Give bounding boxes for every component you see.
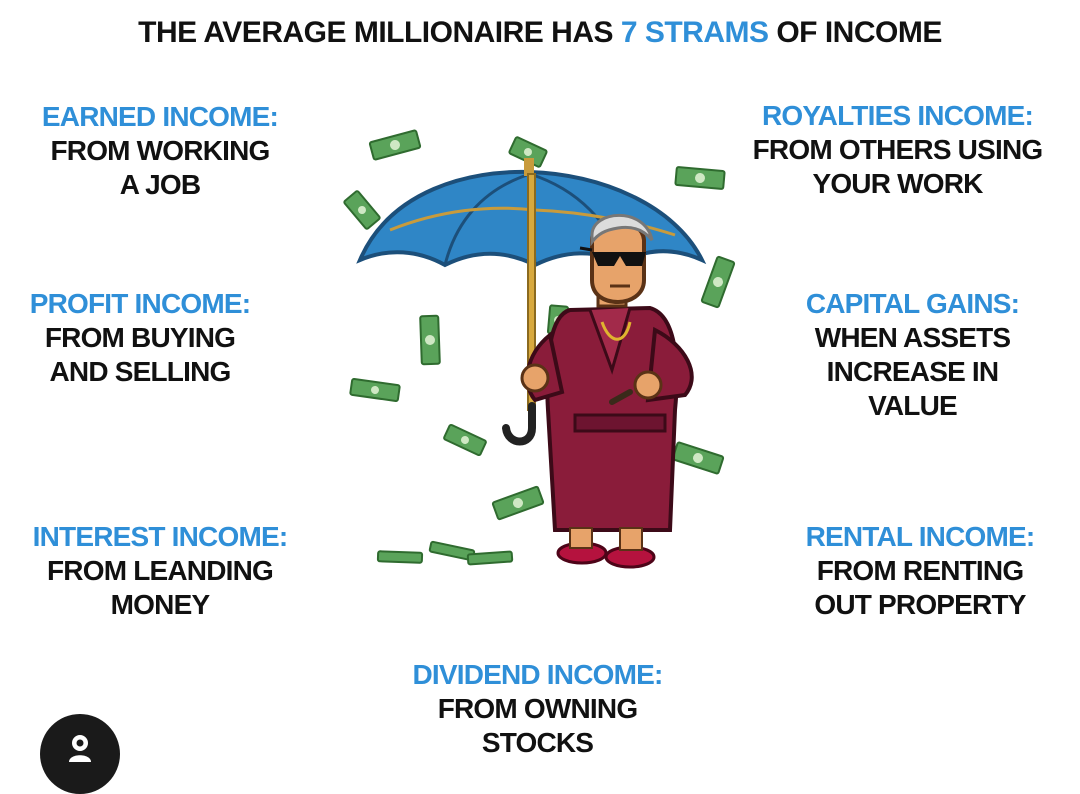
- stream-heading: ROYALTIES INCOME:: [761, 100, 1034, 131]
- stream-line: YOUR WORK: [812, 168, 983, 199]
- stream-line: FROM OTHERS USING: [752, 134, 1044, 165]
- stream-profit: PROFIT INCOME: FROM BUYING AND SELLING: [10, 287, 270, 389]
- stream-heading: CAPITAL GAINS:: [805, 288, 1020, 319]
- stream-interest: INTEREST INCOME: FROM LEANDING MONEY: [15, 520, 305, 622]
- stream-heading: RENTAL INCOME:: [805, 521, 1036, 552]
- stream-line: FROM WORKING: [50, 135, 270, 166]
- stream-line: FROM LEANDING: [46, 555, 274, 586]
- stream-line: MONEY: [110, 589, 210, 620]
- title-text-end: OF INCOME: [768, 16, 942, 49]
- stream-heading: DIVIDEND INCOME:: [412, 659, 663, 690]
- stream-line: WHEN ASSETS: [814, 322, 1011, 353]
- stream-line: OUT PROPERTY: [814, 589, 1026, 620]
- stream-line: A JOB: [119, 169, 201, 200]
- millionaire-umbrella-illustration: [343, 129, 736, 569]
- page-title: THE AVERAGE MILLIONAIRE HAS 7 STRAMS OF …: [0, 16, 1080, 50]
- stream-heading: EARNED INCOME:: [41, 101, 279, 132]
- stream-line: STOCKS: [481, 727, 594, 758]
- stream-heading: PROFIT INCOME:: [29, 288, 251, 319]
- stream-line: FROM BUYING: [44, 322, 236, 353]
- millionaire-character: [520, 214, 694, 569]
- stream-line: FROM RENTING: [816, 555, 1024, 586]
- stream-rental: RENTAL INCOME: FROM RENTING OUT PROPERTY: [790, 520, 1050, 622]
- stream-dividend: DIVIDEND INCOME: FROM OWNING STOCKS: [385, 658, 690, 760]
- money-bills: [343, 129, 736, 566]
- stream-royalties: ROYALTIES INCOME: FROM OTHERS USING YOUR…: [735, 99, 1060, 201]
- title-highlight: 7 STRAMS: [620, 16, 769, 49]
- profile-floating-button[interactable]: [40, 714, 120, 794]
- stream-line: INCREASE IN: [826, 356, 999, 387]
- person-icon: [69, 735, 91, 762]
- stream-line: VALUE: [868, 390, 958, 421]
- title-text-start: THE AVERAGE MILLIONAIRE HAS: [138, 16, 621, 49]
- stream-line: AND SELLING: [49, 356, 232, 387]
- stream-earned: EARNED INCOME: FROM WORKING A JOB: [20, 100, 300, 202]
- stream-capital-gains: CAPITAL GAINS: WHEN ASSETS INCREASE IN V…: [780, 287, 1045, 423]
- stream-heading: INTEREST INCOME:: [32, 521, 289, 552]
- stream-line: FROM OWNING: [437, 693, 638, 724]
